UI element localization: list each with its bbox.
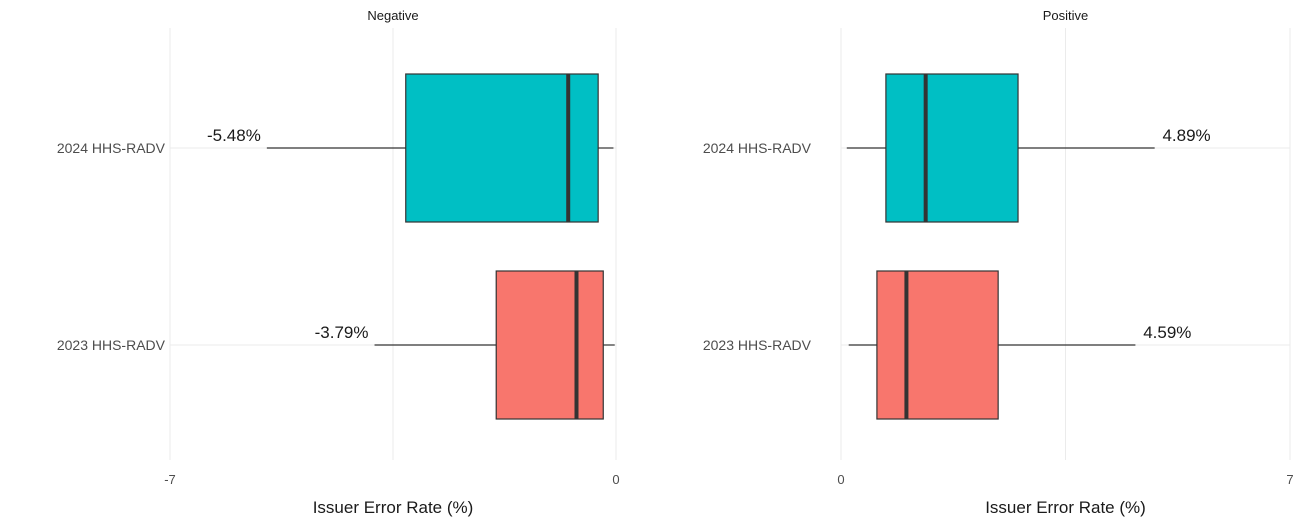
box-1-1 [876, 270, 999, 420]
data-label-1-0: 4.89% [1162, 126, 1210, 145]
axis-title-0: Issuer Error Rate (%) [313, 498, 474, 517]
category-label-0-1: 2023 HHS-RADV [57, 337, 166, 353]
category-label-1-1: 2023 HHS-RADV [703, 337, 812, 353]
category-label-0-0: 2024 HHS-RADV [57, 140, 166, 156]
tick-label-1-0: 0 [837, 472, 844, 487]
data-label-0-1: -3.79% [315, 323, 369, 342]
tick-label-0-0: -7 [164, 472, 176, 487]
box-0-0 [405, 73, 599, 223]
box-0-1 [495, 270, 604, 420]
category-label-1-0: 2024 HHS-RADV [703, 140, 812, 156]
data-label-1-1: 4.59% [1143, 323, 1191, 342]
tick-label-0-1: 0 [612, 472, 619, 487]
panel-title-1: Positive [1043, 8, 1089, 23]
axis-title-1: Issuer Error Rate (%) [985, 498, 1146, 517]
data-label-0-0: -5.48% [207, 126, 261, 145]
tick-label-1-1: 7 [1286, 472, 1293, 487]
box-1-0 [885, 73, 1019, 223]
panel-title-0: Negative [367, 8, 418, 23]
